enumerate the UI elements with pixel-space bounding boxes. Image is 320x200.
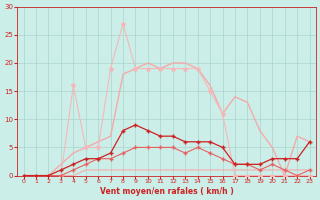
X-axis label: Vent moyen/en rafales ( km/h ): Vent moyen/en rafales ( km/h ) [100,187,234,196]
